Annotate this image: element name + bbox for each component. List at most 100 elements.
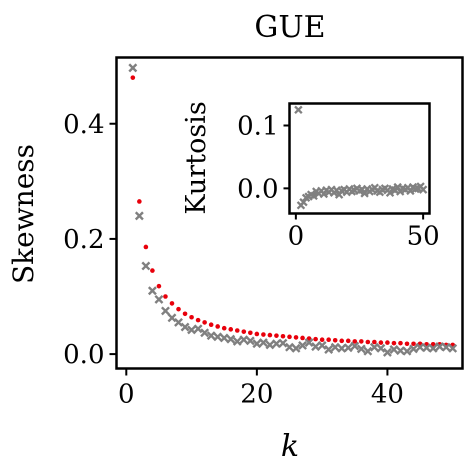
y-tick-label: 0.2 [63, 225, 104, 255]
data-point [161, 306, 170, 316]
data-point [298, 341, 308, 350]
data-point [356, 344, 366, 354]
data-point [350, 341, 360, 351]
data-point [234, 328, 240, 333]
data-point [304, 338, 314, 348]
data-point [294, 105, 303, 114]
data-point [411, 341, 416, 347]
data-point [376, 343, 386, 353]
data-point [200, 328, 210, 338]
data-point [352, 339, 358, 344]
data-point [378, 340, 384, 345]
data-point [193, 324, 203, 334]
data-point [208, 322, 214, 328]
data-point [430, 342, 436, 347]
data-point [226, 334, 236, 344]
data-point [359, 339, 364, 344]
data-point [398, 340, 403, 346]
data-point [215, 324, 220, 329]
data-point [319, 337, 325, 343]
data-point [248, 330, 253, 336]
data-point [154, 294, 164, 304]
data-point [313, 336, 318, 342]
data-point [317, 341, 327, 350]
data-point [311, 342, 321, 352]
x-tick-label: 0 [288, 222, 305, 252]
x-axis-label: k [281, 429, 299, 464]
data-point [267, 332, 273, 338]
data-point [189, 314, 194, 320]
data-point [448, 343, 458, 353]
y-axis-label: Skewness [7, 144, 40, 284]
inset-plot-area [294, 105, 428, 210]
data-point [213, 332, 223, 342]
x-tick-label: 40 [371, 380, 404, 410]
inset-plot-frame [288, 102, 431, 215]
data-point [324, 345, 334, 354]
data-point [219, 333, 229, 343]
data-point [360, 189, 369, 198]
data-point [241, 329, 247, 334]
data-point [202, 320, 207, 325]
data-point [309, 191, 318, 201]
data-point [258, 338, 268, 348]
data-point [365, 339, 371, 345]
inset-y-axis-label: Kurtosis [181, 101, 212, 214]
data-point [265, 340, 275, 350]
data-point [130, 75, 136, 80]
data-point [128, 63, 138, 73]
data-point [278, 338, 288, 348]
data-point [134, 211, 144, 221]
data-point [228, 327, 234, 332]
data-point [332, 337, 338, 343]
main-plot-area [128, 63, 458, 357]
data-point [300, 335, 305, 341]
data-point [150, 268, 155, 273]
data-point [245, 336, 255, 346]
data-point [441, 342, 451, 352]
data-point [147, 286, 157, 296]
data-point [143, 244, 149, 250]
y-tick-label: 0.0 [237, 174, 278, 204]
chart-title: GUE [254, 10, 325, 45]
y-tick-label: 0.4 [63, 110, 104, 140]
data-point [141, 261, 151, 271]
data-point [221, 325, 227, 331]
data-point [261, 332, 266, 337]
data-point [409, 344, 418, 354]
data-point [402, 346, 412, 356]
data-point [428, 343, 438, 353]
data-point [280, 333, 286, 339]
data-point [404, 341, 410, 347]
data-point [369, 342, 379, 352]
x-tick-label: 20 [240, 380, 273, 410]
data-point [326, 337, 331, 343]
data-point [330, 342, 340, 352]
data-point [195, 317, 201, 323]
data-point [174, 317, 183, 327]
data-point [291, 343, 301, 353]
data-point [239, 335, 249, 345]
data-point [363, 346, 373, 356]
data-point [163, 294, 168, 299]
data-point [339, 338, 345, 344]
data-point [156, 283, 162, 289]
data-point [391, 340, 397, 346]
y-tick-label: 0.0 [63, 340, 104, 370]
data-point [389, 345, 399, 354]
data-point [176, 306, 181, 312]
data-point [169, 301, 175, 306]
data-point [167, 313, 177, 323]
data-point [382, 347, 392, 357]
main-plot-frame [115, 56, 464, 370]
data-point [182, 311, 188, 317]
main-axes: 0 20 40 0.0 0.2 0.4 [63, 110, 404, 410]
data-point [372, 339, 377, 345]
data-point [254, 331, 260, 337]
data-point [187, 325, 197, 335]
data-point [385, 340, 390, 345]
data-point [418, 185, 428, 194]
data-point [285, 342, 294, 352]
data-point [287, 334, 292, 340]
data-point [252, 339, 262, 349]
